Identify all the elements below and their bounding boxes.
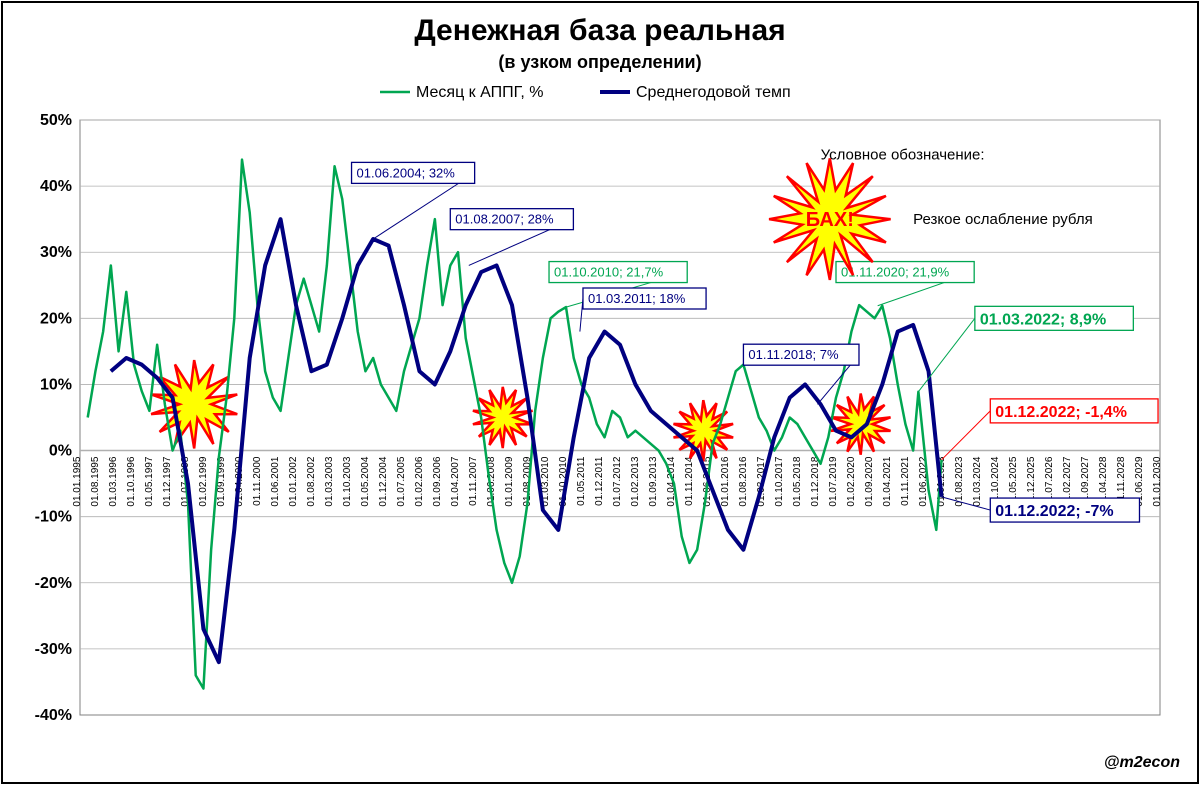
x-tick-label: 01.12.1997 <box>162 456 173 506</box>
x-tick-label: 01.04.2021 <box>882 456 893 506</box>
y-tick-label: 30% <box>40 244 72 261</box>
legend: Месяц к АППГ, % Среднегодовой темп <box>380 84 791 101</box>
x-tick-label: 01.10.1996 <box>126 456 137 506</box>
callout-label: 01.03.2022; 8,9% <box>980 311 1106 328</box>
x-tick-label: 01.11.2007 <box>468 456 479 506</box>
y-tick-label: 0% <box>49 443 72 460</box>
x-tick-label: 01.10.2003 <box>342 456 353 506</box>
chart-subtitle: (в узком определении) <box>498 52 701 72</box>
y-tick-label: -30% <box>35 641 72 658</box>
svg-text:Месяц к АППГ, %: Месяц к АППГ, % <box>416 84 543 101</box>
x-tick-label: 01.05.2004 <box>360 456 371 506</box>
x-tick-label: 01.02.2020 <box>846 456 857 506</box>
x-tick-label: 01.09.2013 <box>648 456 659 506</box>
watermark: @m2econ <box>1104 754 1180 771</box>
x-tick-label: 01.01.2009 <box>504 456 515 506</box>
x-tick-label: 01.02.1999 <box>198 456 209 506</box>
x-tick-label: 01.08.2016 <box>738 456 749 506</box>
x-tick-label: 01.08.2002 <box>306 456 317 506</box>
x-tick-label: 01.06.2001 <box>270 456 281 506</box>
x-tick-label: 01.09.2020 <box>864 456 875 506</box>
callout-label: 01.12.2022; -1,4% <box>995 404 1127 421</box>
chart-title: Денежная база реальная <box>414 14 785 47</box>
x-tick-label: 01.12.2011 <box>594 456 605 506</box>
x-tick-label: 01.10.2017 <box>774 456 785 506</box>
x-tick-label: 01.05.2018 <box>792 456 803 506</box>
x-tick-label: 01.03.2003 <box>324 456 335 506</box>
callout-label: 01.11.2018; 7% <box>748 347 839 362</box>
x-tick-label: 01.01.2016 <box>720 456 731 506</box>
x-tick-label: 01.05.1997 <box>144 456 155 506</box>
callout-label: 01.12.2022; -7% <box>995 503 1113 520</box>
y-tick-label: -20% <box>35 575 72 592</box>
callout-label: 01.03.2011; 18% <box>588 291 686 306</box>
legend-heading: Условное обозначение: <box>821 147 985 164</box>
callout-label: 01.06.2004; 32% <box>357 165 456 180</box>
x-tick-label: 01.11.2021 <box>900 456 911 506</box>
x-tick-label: 01.11.2000 <box>252 456 263 506</box>
x-tick-label: 01.08.2023 <box>954 456 965 506</box>
x-tick-label: 01.11.2014 <box>684 456 695 506</box>
x-tick-label: 01.05.2011 <box>576 456 587 506</box>
x-tick-label: 01.09.2006 <box>432 456 443 506</box>
y-tick-label: 10% <box>40 376 72 393</box>
monetary-base-chart: Денежная база реальная (в узком определен… <box>0 0 1200 785</box>
x-tick-label: 01.03.1996 <box>108 456 119 506</box>
x-tick-label: 01.01.2030 <box>1152 456 1163 506</box>
callout-label: 01.11.2020; 21,9% <box>841 265 950 280</box>
x-tick-label: 01.12.2004 <box>378 456 389 506</box>
y-tick-label: 50% <box>40 112 72 129</box>
legend-burst-label: БАХ! <box>806 209 854 231</box>
y-tick-label: 40% <box>40 178 72 195</box>
burst-marker <box>831 394 891 455</box>
x-tick-label: 01.08.1995 <box>90 456 101 506</box>
x-tick-label: 01.04.2007 <box>450 456 461 506</box>
x-tick-label: 01.01.1995 <box>72 456 83 506</box>
callout-label: 01.08.2007; 28% <box>455 212 554 227</box>
x-tick-label: 01.01.2002 <box>288 456 299 506</box>
svg-text:Среднегодовой темп: Среднегодовой темп <box>636 84 791 101</box>
x-tick-label: 01.07.2019 <box>828 456 839 506</box>
x-tick-label: 01.02.2006 <box>414 456 425 506</box>
y-tick-label: 20% <box>40 310 72 327</box>
legend-burst-desc: Резкое ослабление рубля <box>913 211 1093 228</box>
callout-label: 01.10.2010; 21,7% <box>554 265 664 280</box>
x-tick-label: 01.07.2012 <box>612 456 623 506</box>
x-tick-label: 01.07.2005 <box>396 456 407 506</box>
x-tick-label: 01.03.2024 <box>972 456 983 506</box>
y-tick-label: -40% <box>35 707 72 724</box>
x-tick-label: 01.02.2013 <box>630 456 641 506</box>
y-tick-label: -10% <box>35 509 72 526</box>
